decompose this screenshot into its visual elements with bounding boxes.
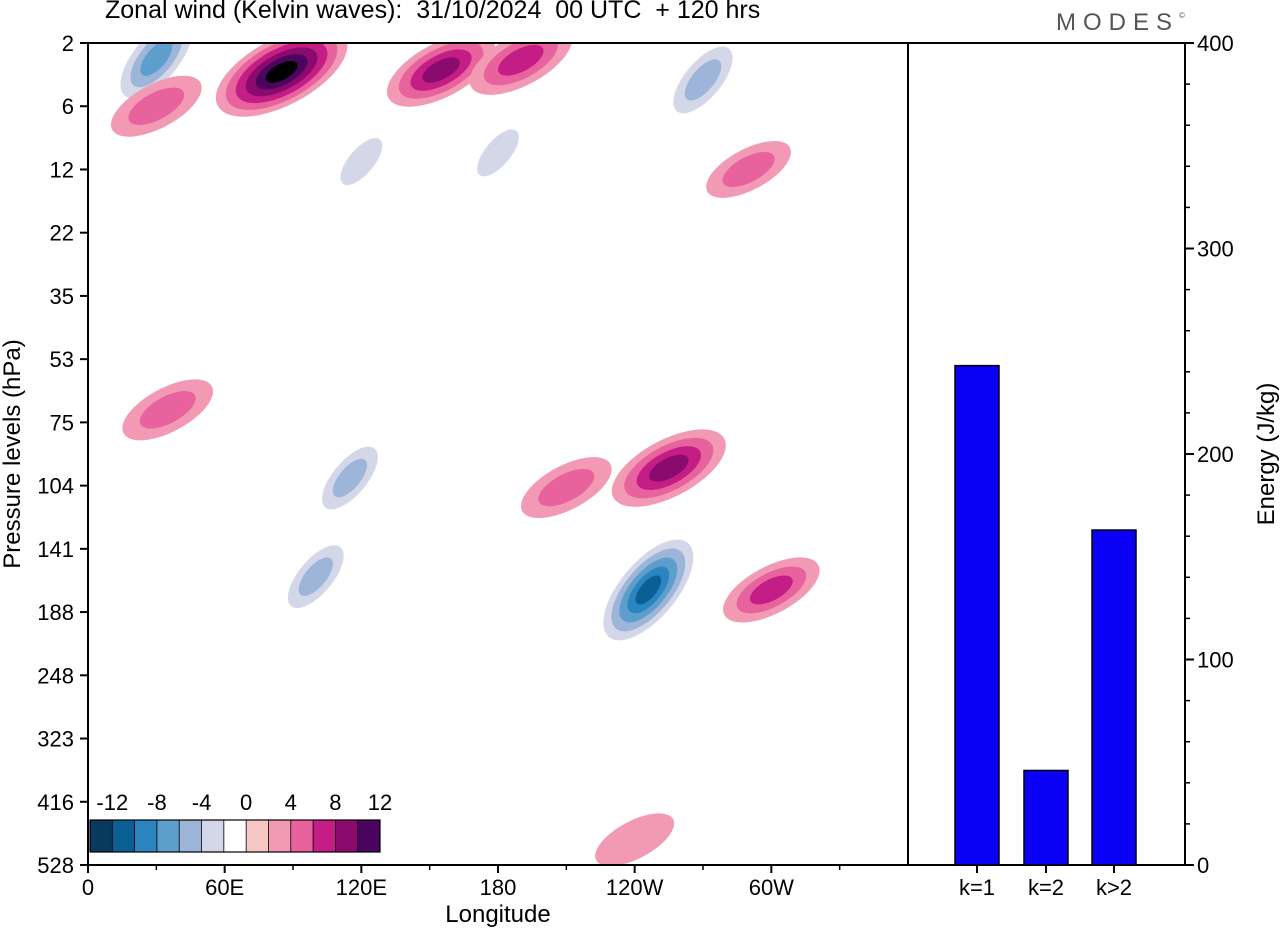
heatmap-contour	[140, 43, 173, 76]
energy-axis-label: Energy (J/kg)	[1253, 383, 1280, 526]
bar-category-label: k=2	[1028, 875, 1064, 900]
y-tick-label: 323	[37, 727, 74, 752]
colorbar-swatch	[223, 820, 247, 852]
heatmap-contour	[139, 391, 196, 429]
energy-bars: k=1 k=2 k>2 0 100 200 300 400 Energy (J/kg)	[954, 31, 1280, 900]
colorbar-frame	[89, 819, 381, 853]
chart-title: Zonal wind (Kelvin waves): 31/10/2024 00…	[105, 0, 761, 24]
colorbar-swatch	[313, 820, 336, 852]
heatmap-feature	[122, 379, 214, 441]
brand-mark: ©	[1179, 11, 1185, 20]
energy-panel-frame	[907, 42, 1186, 866]
x-tick-label: 120E	[336, 875, 387, 900]
energy-bar	[954, 364, 1000, 866]
colorbar-swatch	[201, 820, 225, 852]
heatmap-contour	[749, 575, 793, 605]
colorbar-label: -12	[96, 790, 128, 815]
heatmap-feature	[110, 75, 202, 137]
y-tick-label: 12	[50, 157, 74, 182]
colorbar-swatch	[357, 820, 381, 852]
heatmap-feature	[706, 141, 791, 198]
colorbar: -12 -8 -4 0 4 8 12	[89, 790, 392, 853]
y-tick-label: 6	[62, 94, 74, 119]
heatmap-feature	[277, 533, 355, 621]
heatmap-contour	[332, 458, 368, 498]
colorbar-label: -4	[192, 790, 212, 815]
x-axis-label: Longitude	[445, 901, 550, 928]
heatmap-contour	[422, 57, 460, 83]
x-tick-label: 60W	[749, 875, 794, 900]
heatmap-feature	[723, 557, 820, 623]
heatmap-field	[110, 43, 820, 865]
heatmap-contour	[477, 129, 519, 177]
colorbar-swatch	[156, 820, 180, 852]
heatmap-feature	[327, 123, 396, 200]
brand-text: MODES	[1056, 9, 1180, 36]
heatmap-contour	[340, 138, 383, 186]
energy-bar	[1091, 529, 1137, 866]
heatmap-feature	[311, 434, 389, 522]
colorbar-swatch	[268, 820, 292, 852]
colorbar-swatch	[335, 820, 359, 852]
y-tick-label: 528	[37, 853, 74, 878]
heatmap-feature	[520, 457, 612, 519]
y-tick-label: 188	[37, 600, 74, 625]
colorbar-label: -8	[147, 790, 167, 815]
energy-bar	[1023, 769, 1069, 866]
heatmap-feature	[386, 43, 496, 107]
x-tick-label: 0	[82, 875, 94, 900]
heatmap-feature	[595, 813, 675, 865]
x-tick-label: 120W	[606, 875, 664, 900]
heatmap-feature	[215, 43, 348, 117]
colorbar-label: 4	[285, 790, 297, 815]
modes-logo: MODES©	[1056, 9, 1185, 37]
heatmap-contour	[538, 468, 595, 507]
colorbar-swatch	[290, 820, 314, 852]
y-tick-label: 2	[62, 31, 74, 56]
colorbar-swatch	[134, 820, 158, 852]
x-tick-label: 60E	[205, 875, 244, 900]
heatmap-contour	[498, 44, 544, 76]
heatmap-contour	[635, 575, 662, 605]
colorbar-label: 8	[329, 790, 341, 815]
heatmap-feature	[464, 114, 532, 192]
y-tick-label: 53	[50, 347, 74, 372]
energy-tick-label: 400	[1197, 31, 1234, 56]
heatmap-contour	[649, 454, 689, 482]
y-tick-label: 75	[50, 410, 74, 435]
y-tick-label: 22	[50, 221, 74, 246]
heatmap-contour	[595, 813, 675, 865]
energy-tick-label: 300	[1197, 237, 1234, 262]
y-tick-label: 35	[50, 284, 74, 309]
y-tick-label: 104	[37, 474, 74, 499]
energy-tick-label: 200	[1197, 442, 1234, 467]
colorbar-label: 12	[368, 790, 392, 815]
bar-category-label: k>2	[1096, 875, 1132, 900]
colorbar-swatch	[246, 820, 269, 852]
y-tick-label: 416	[37, 790, 74, 815]
heatmap-feature	[595, 530, 702, 650]
energy-tick-label: 100	[1197, 648, 1234, 673]
heatmap-contour	[684, 59, 722, 101]
y-tick-label: 141	[37, 537, 74, 562]
colorbar-label: 0	[240, 790, 252, 815]
heatmap-contour	[722, 151, 775, 187]
colorbar-swatch	[90, 820, 113, 852]
heatmap-contour	[128, 87, 185, 125]
x-tick-label: 180	[480, 875, 517, 900]
energy-tick-label: 0	[1197, 853, 1209, 878]
heatmap-contour	[298, 557, 333, 596]
heatmap-feature	[661, 43, 745, 127]
y-tick-label: 248	[37, 663, 74, 688]
bar-category-label: k=1	[959, 875, 995, 900]
y-axis-label: Pressure levels (hPa)	[0, 339, 26, 568]
colorbar-swatch	[179, 820, 202, 852]
heatmap-feature	[469, 43, 572, 95]
heatmap-contour	[265, 60, 298, 83]
colorbar-swatch	[112, 820, 136, 852]
heatmap-feature	[611, 429, 726, 507]
